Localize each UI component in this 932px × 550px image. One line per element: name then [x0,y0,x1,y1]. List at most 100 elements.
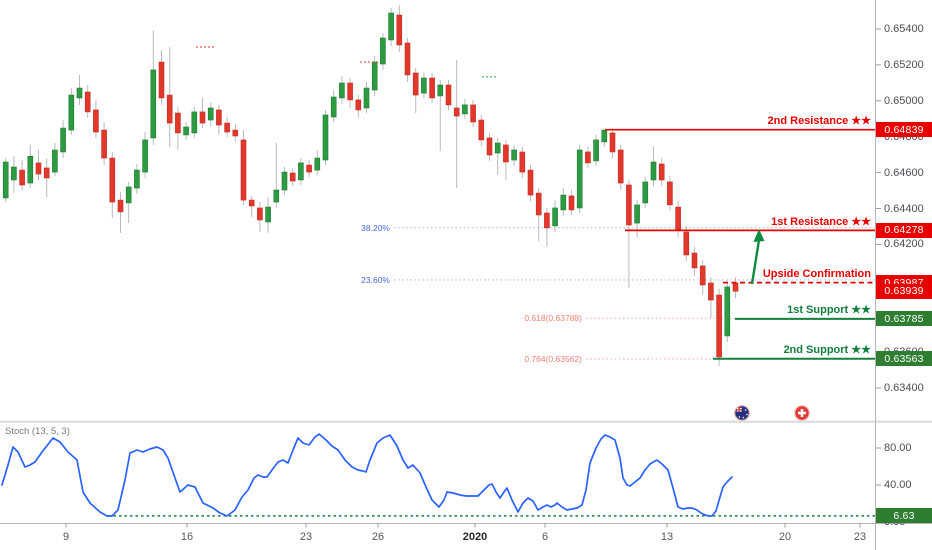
candle-body-down [429,77,435,99]
candle-body-up [642,181,649,204]
candle-body-down [175,112,181,134]
candle-body-down [699,265,706,286]
candle-body-up [576,149,583,209]
australia-flag-icon [734,405,750,421]
candle-body-up [298,162,304,181]
candle-body-down [216,109,222,126]
candle-body-down [35,162,42,175]
candle-body-down [232,129,239,137]
candle-body-up [462,104,468,115]
candle-body-down [585,151,591,164]
breakout-arrow-head [753,229,765,242]
candle-body-down [535,192,542,216]
candle-body-up [134,169,140,189]
candle-body-down [396,14,403,46]
candle-body-up [601,129,608,143]
candle-body-down [117,199,124,213]
candle-body-up [371,61,378,91]
candle-body-down [453,107,460,117]
candle-body-up [363,87,370,109]
candle-body-up [150,69,157,139]
candle-body-down [708,282,714,301]
candle-body-up [76,87,83,99]
candle-body-up [314,157,321,171]
candle-body-down [486,137,493,156]
candle-body-up [207,107,214,121]
candle-body-down [683,231,690,256]
candle-body-up [560,194,567,211]
candle-body-down [84,91,91,113]
candle-body-down [166,94,173,124]
candle-body-up [322,114,329,161]
flag-star [744,409,747,411]
candle-body-down [19,169,25,186]
candle-body-down [658,163,665,181]
candle-body-up [27,155,34,184]
candle-body-down [732,282,739,292]
candle-body-down [289,172,296,182]
candle-body-down [519,151,526,173]
candle-body-down [224,122,230,133]
candle-body-down [158,61,165,99]
candle-body-down [544,212,550,229]
candle-body-up [191,111,198,134]
flag-star [738,416,741,418]
stoch-line [1,433,733,517]
candle-body-down [568,195,575,211]
breakout-arrow [750,239,761,285]
candle-body-up [593,139,599,162]
candle-body-down [93,109,99,133]
candle-body-down [355,99,362,111]
candle-body-down [445,84,452,106]
candle-body-up [52,149,58,173]
candle-body-down [503,144,509,163]
candle-body-down [626,184,632,226]
candle-body-up [552,207,558,227]
candle-body-up [330,96,337,118]
candle-body-down [470,104,476,123]
candle-body-up [724,286,731,337]
candle-body-up [2,161,9,199]
candle-body-down [609,132,616,153]
candle-body-up [11,166,17,181]
candle-body-down [667,181,673,206]
candle-body-down [43,167,50,179]
candle-body-up [437,84,444,97]
candle-body-down [101,129,107,159]
candle-body-down [716,294,722,358]
candle-body-up [68,94,75,131]
candle-body-down [199,111,206,124]
candle-body-up [421,77,427,94]
pane-separator [0,420,932,423]
candle-body-down [691,252,698,269]
candle-body-up [339,82,345,99]
candle-body-up [183,126,189,136]
flag-star [742,416,745,419]
candle-body-down [412,72,419,96]
candle-body-down [617,149,624,184]
candle-body-up [273,189,280,203]
candle-body-up [380,37,386,65]
candle-body-up [634,204,640,224]
candle-body-up [125,186,132,204]
candle-body-down [306,164,312,173]
candle-body-down [248,199,255,207]
candle-body-up [265,206,271,223]
candle-body-up [511,149,517,161]
candle-body-down [404,42,411,76]
candle-body-down [240,139,247,201]
candle-body-down [675,206,681,231]
candle-body-up [494,142,501,154]
candle-body-down [478,119,485,141]
candle-body-up [60,127,66,153]
candle-body-up [281,171,288,191]
candle-body-down [109,157,116,203]
flag-star [746,413,748,416]
candle-body-down [347,82,353,101]
candle-body-up [650,161,657,181]
candle-body-up [388,12,394,41]
candle-body-down [527,169,534,196]
candle-body-up [142,139,148,173]
